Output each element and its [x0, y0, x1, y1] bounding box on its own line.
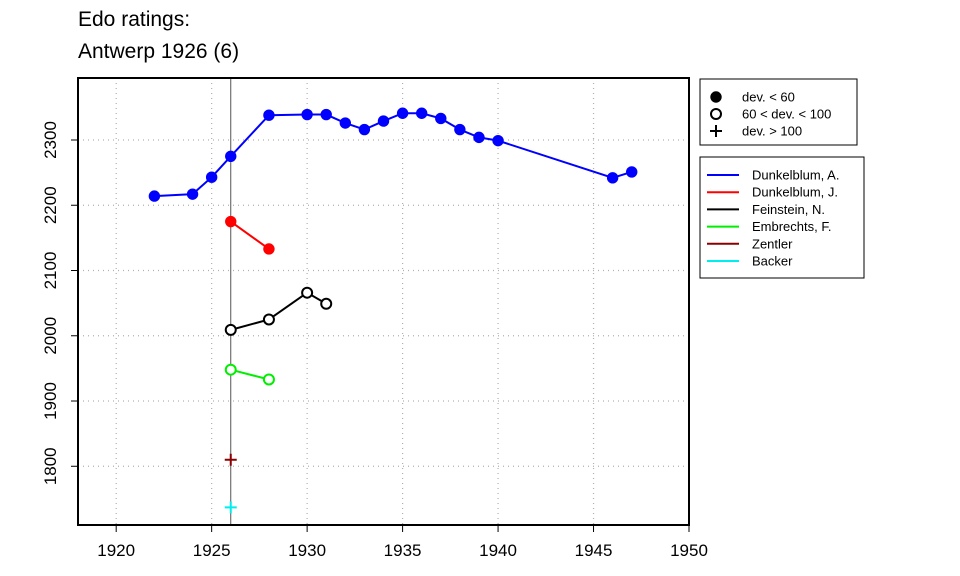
data-point — [358, 123, 371, 136]
series-line — [230, 368, 270, 381]
series-legend-box — [699, 156, 865, 279]
data-point — [224, 501, 237, 514]
data-point — [454, 123, 466, 136]
y-tick-label: 2300 — [41, 121, 60, 159]
series-group — [225, 215, 275, 255]
marker-legend-label: dev. > 100 — [742, 124, 802, 139]
x-tick-label: 1950 — [670, 541, 708, 560]
data-point — [262, 373, 275, 386]
x-tick-label: 1930 — [288, 541, 326, 560]
data-point — [396, 107, 409, 119]
data-point — [301, 286, 314, 299]
series-layer — [148, 107, 638, 514]
x-tick-label: 1925 — [193, 541, 231, 560]
y-tick-label: 2200 — [41, 186, 60, 224]
chart-title-line-1: Edo ratings: — [78, 8, 191, 31]
data-point — [301, 108, 313, 121]
y-tick-label: 1900 — [41, 382, 60, 420]
x-axis: 1920 1925 1930 1935 1940 1945 1950 — [97, 525, 708, 560]
data-point — [415, 107, 428, 119]
data-point — [186, 188, 199, 200]
marker-legend: dev. < 60 60 < dev. < 100 dev. > 100 — [699, 78, 858, 146]
data-point — [626, 166, 638, 178]
series-group — [224, 363, 275, 386]
x-tick-label: 1945 — [575, 541, 613, 560]
data-point — [224, 323, 237, 336]
x-tick-label: 1940 — [479, 541, 517, 560]
marker-legend-symbol — [710, 125, 722, 137]
series-legend-label: Dunkelblum, J. — [752, 185, 838, 200]
marker-legend-box — [699, 78, 858, 146]
x-tick-label: 1920 — [97, 541, 135, 560]
data-point — [225, 150, 237, 163]
grid-layer — [78, 78, 690, 525]
y-axis: 1800 1900 2000 2100 2200 2300 — [41, 121, 78, 485]
data-point — [263, 243, 275, 255]
series-group — [224, 453, 237, 466]
data-point — [224, 453, 237, 466]
data-point — [339, 117, 352, 129]
series-legend-label: Backer — [752, 254, 793, 269]
series-legend-label: Zentler — [752, 236, 793, 251]
series-line — [230, 291, 327, 331]
marker-legend-symbol — [710, 91, 722, 103]
x-tick-label: 1935 — [384, 541, 422, 560]
series-line — [230, 220, 270, 250]
data-point — [377, 115, 390, 127]
marker-legend-label: 60 < dev. < 100 — [742, 107, 831, 122]
marker-legend-label: dev. < 60 — [742, 90, 795, 105]
data-point — [606, 172, 619, 184]
data-point — [262, 313, 275, 326]
data-point — [225, 215, 237, 228]
series-legend-label: Feinstein, N. — [752, 202, 825, 217]
marker-legend-symbol — [710, 108, 722, 120]
series-group — [148, 107, 638, 202]
data-point — [224, 363, 237, 376]
series-group — [224, 286, 333, 336]
series-group — [224, 501, 237, 514]
y-tick-label: 2100 — [41, 252, 60, 290]
data-point — [263, 109, 275, 121]
y-tick-label: 2000 — [41, 317, 60, 355]
chart-title-line-2: Antwerp 1926 (6) — [78, 40, 240, 63]
series-legend-label: Embrechts, F. — [752, 219, 831, 234]
plot-frame — [77, 77, 690, 526]
series-legend: Dunkelblum, A. Dunkelblum, J. Feinstein, N… — [699, 156, 865, 279]
data-point — [435, 112, 447, 125]
series-legend-label: Dunkelblum, A. — [752, 168, 839, 183]
data-point — [205, 171, 218, 183]
data-point — [492, 134, 504, 147]
y-tick-label: 1800 — [41, 447, 60, 485]
data-point — [473, 131, 485, 144]
data-point — [320, 297, 333, 310]
data-point — [320, 108, 332, 121]
data-point — [148, 190, 161, 202]
